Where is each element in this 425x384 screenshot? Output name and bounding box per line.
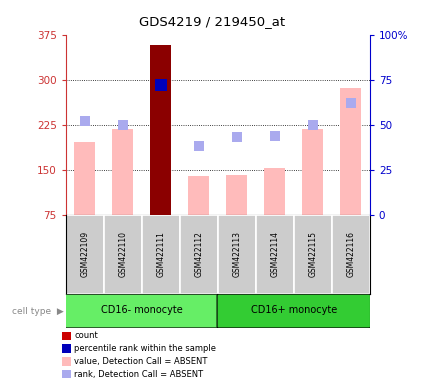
Bar <box>74 142 95 215</box>
Text: GSM422116: GSM422116 <box>346 232 355 277</box>
Bar <box>188 176 209 215</box>
Text: rank, Detection Call = ABSENT: rank, Detection Call = ABSENT <box>74 369 204 379</box>
Text: GSM422112: GSM422112 <box>194 232 203 277</box>
Text: count: count <box>74 331 98 341</box>
Point <box>233 134 240 141</box>
Text: value, Detection Call = ABSENT: value, Detection Call = ABSENT <box>74 357 208 366</box>
Point <box>119 122 126 128</box>
Bar <box>66 215 104 294</box>
Text: percentile rank within the sample: percentile rank within the sample <box>74 344 216 353</box>
Point <box>347 100 354 106</box>
Text: CD16+ monocyte: CD16+ monocyte <box>251 305 337 315</box>
Point <box>82 118 88 124</box>
Bar <box>142 215 180 294</box>
Point <box>157 82 164 88</box>
Text: GSM422110: GSM422110 <box>118 232 127 277</box>
Bar <box>256 215 294 294</box>
Point <box>196 143 202 149</box>
Text: CD16- monocyte: CD16- monocyte <box>101 305 183 315</box>
Text: GSM422111: GSM422111 <box>156 232 165 277</box>
Bar <box>340 88 361 215</box>
FancyBboxPatch shape <box>217 294 371 328</box>
Text: GDS4219 / 219450_at: GDS4219 / 219450_at <box>139 15 286 28</box>
Text: GSM422115: GSM422115 <box>308 232 317 277</box>
Bar <box>112 129 133 215</box>
Point <box>272 132 278 139</box>
Bar <box>150 45 171 215</box>
FancyBboxPatch shape <box>65 294 218 328</box>
Bar <box>180 215 218 294</box>
Text: cell type  ▶: cell type ▶ <box>12 306 64 316</box>
Bar <box>264 168 285 215</box>
Text: GSM422114: GSM422114 <box>270 232 279 277</box>
Text: GSM422109: GSM422109 <box>80 231 89 278</box>
Bar <box>227 175 247 215</box>
Point <box>309 122 316 128</box>
Bar <box>294 215 332 294</box>
Bar <box>218 215 256 294</box>
Bar <box>332 215 370 294</box>
Text: GSM422113: GSM422113 <box>232 232 241 277</box>
Bar <box>104 215 142 294</box>
Bar <box>302 129 323 215</box>
